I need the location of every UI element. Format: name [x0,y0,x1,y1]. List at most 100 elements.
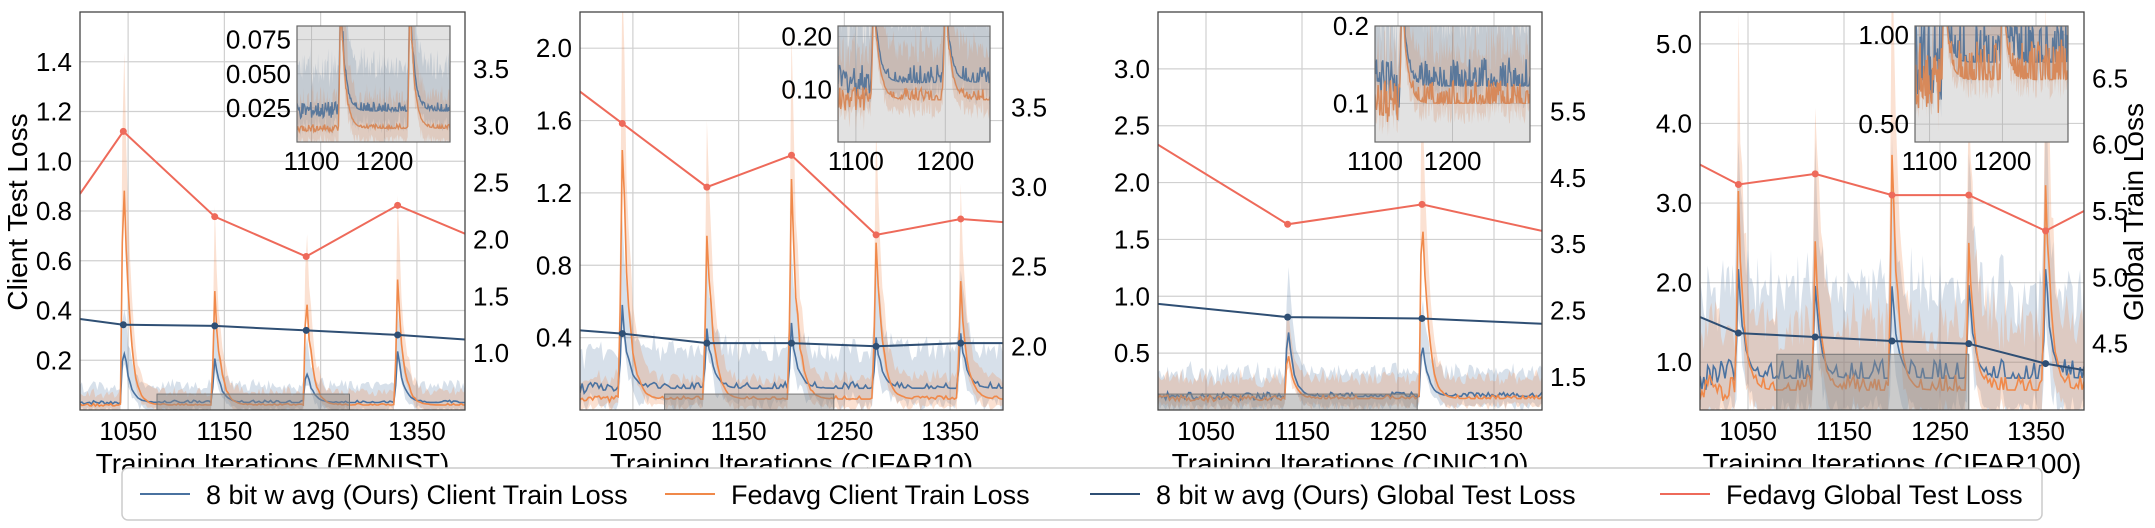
inset-ours-line [297,26,450,120]
zoom-region [1158,393,1418,410]
ours-global-point [957,339,965,347]
x-tick-label: 1050 [99,416,157,446]
y-left-tick-label: 0.4 [36,296,72,326]
y-right-tick-label: 3.0 [1011,172,1047,202]
zoom-region [156,393,350,410]
inset-x-tick-label: 1100 [284,146,340,176]
plot-area [580,12,1003,410]
fedavg-client-band [1700,12,2084,410]
axes-frame [1157,11,1543,411]
y-right-tick-label: 3.5 [1550,229,1586,259]
y-left-tick-label: 0.6 [36,246,72,276]
inset-fedavg-line [297,26,450,134]
inset-fedavg-line [1915,26,2068,113]
y-left-tick-label: 1.5 [1114,224,1150,254]
inset-fedavg-line [838,26,990,111]
x-tick-label: 1350 [388,416,446,446]
ours-global-point [1418,314,1426,322]
fedavg-global-point [1734,180,1742,188]
legend-entry: Fedavg Client Train Loss [665,480,1030,510]
left-axis-title: Client Test Loss [2,113,33,310]
x-tick-label: 1150 [711,416,767,446]
fedavg-global-point [618,119,626,127]
inset-x-tick-label: 1100 [1347,146,1403,176]
fedavg-global-point [703,183,711,191]
ours-global-point [1284,313,1292,321]
ours-client-band [80,309,465,410]
y-left-tick-label: 1.0 [1114,281,1150,311]
y-right-tick-label: 3.5 [473,54,509,84]
y-left-tick-label: 0.8 [536,250,572,280]
y-left-tick-label: 1.4 [36,47,72,77]
fedavg-global-point [211,213,219,221]
y-right-tick-label: 3.0 [473,111,509,141]
y-right-tick-label: 1.5 [1550,362,1586,392]
legend-label: 8 bit w avg (Ours) Global Test Loss [1156,480,1576,510]
y-left-tick-label: 2.0 [1114,168,1150,198]
ours-global-point [1734,329,1742,337]
inset-fedavg-band [297,26,450,142]
inset-plot [838,26,990,131]
inset-y-tick-label: 0.075 [226,25,291,55]
inset-y-tick-label: 0.20 [781,22,832,52]
inset-x-tick-label: 1200 [1424,146,1482,176]
y-right-tick-label: 4.5 [2092,329,2128,359]
ours-global-point [618,330,626,338]
zoom-region [1776,353,1970,410]
y-right-tick-label: 2.0 [1011,331,1047,361]
ours-client-band [580,215,1003,410]
x-tick-label: 1050 [1719,416,1777,446]
fedavg-global-point [119,127,127,135]
fedavg-global-point [872,231,880,239]
x-tick-label: 1150 [1816,416,1872,446]
y-left-tick-label: 1.0 [1656,347,1692,377]
y-right-tick-label: 5.0 [2092,262,2128,292]
ours-global-line [1158,302,1542,325]
x-tick-label: 1250 [1911,416,1969,446]
fedavg-global-point [1418,200,1426,208]
fedavg-global-point [788,151,795,159]
y-right-tick-label: 1.0 [473,338,509,368]
fedavg-global-point [1965,191,1973,199]
y-left-tick-label: 1.2 [36,97,72,127]
inset-frame [837,25,991,143]
fedavg-client-line [1158,231,1542,404]
fedavg-global-point [394,201,402,209]
inset-frame [296,25,451,143]
zoom-region [664,393,835,410]
inset-y-tick-label: 0.1 [1333,88,1369,118]
y-left-tick-label: 2.0 [1656,268,1692,298]
y-left-tick-label: 3.0 [1114,54,1150,84]
fedavg-client-band [580,12,1003,410]
ours-client-line [80,350,465,406]
ours-global-point [1888,337,1896,345]
legend-label: Fedavg Global Test Loss [1726,480,2023,510]
x-tick-label: 1250 [1369,416,1427,446]
inset-frame [1374,25,1531,143]
y-left-tick-label: 2.0 [536,33,572,63]
inset-y-tick-label: 0.050 [226,59,291,89]
inset-plot [1375,26,1530,137]
ours-client-line [1700,269,2084,390]
inset-fedavg-line [1375,26,1530,122]
legend-box [121,467,2043,521]
legend-entry: 8 bit w avg (Ours) Client Train Loss [140,480,628,510]
y-right-tick-label: 1.5 [473,281,509,311]
ours-client-band [1700,108,2084,410]
inset-x-tick-label: 1200 [1974,146,2032,176]
y-left-tick-label: 1.6 [536,106,572,136]
fedavg-global-point [1888,191,1896,199]
x-tick-label: 1050 [1177,416,1235,446]
inset-zoom: 1100 1200 0.025 0.050 0.075 [226,25,451,176]
fedavg-client-line [1700,154,2084,401]
ours-global-point [872,342,880,350]
inset-frame [1914,25,2069,143]
ours-client-band [1158,267,1542,410]
x-tick-label: 1250 [292,416,350,446]
ours-global-point [394,331,402,339]
y-left-tick-label: 0.8 [36,196,72,226]
ours-global-point [302,326,310,334]
x-tick-label: 1050 [604,416,662,446]
inset-y-tick-label: 0.2 [1333,11,1369,41]
